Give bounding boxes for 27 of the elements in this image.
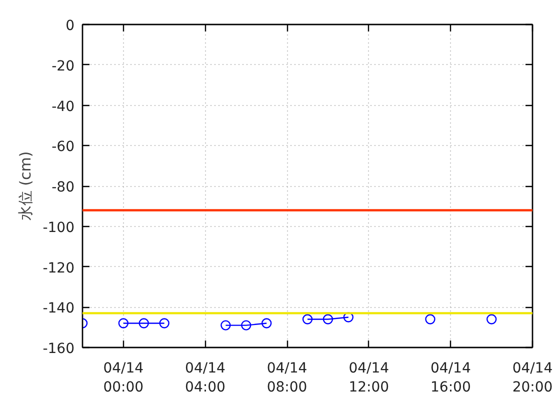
y-tick-label: -20 [52,58,75,74]
point [220,320,231,330]
y-tick-label: -80 [52,180,75,196]
y-tick-label: -40 [52,98,75,115]
x-tick-label: 04/14 08:00 [266,360,308,396]
point [159,318,170,328]
y-tick-label: 0 [66,18,75,34]
x-tick-label: 04/14 16:00 [430,360,471,396]
y-tick-label: -140 [42,300,75,317]
point [486,314,497,324]
point [322,314,334,324]
point [118,318,129,328]
point [425,314,436,324]
y-tick-label: -120 [42,260,75,276]
x-tick-label: 04/14 12:00 [348,360,390,396]
y-tick-label: -160 [42,341,75,357]
point [343,312,354,322]
point [261,318,272,328]
y-tick-label: -60 [52,139,75,156]
point [138,318,149,328]
x-tick-label: 04/14 20:00 [512,360,553,396]
y-axis-title: 水位 (cm) [16,151,35,221]
point [302,314,313,324]
y-tick-label: -100 [42,220,75,236]
point [241,320,252,330]
x-tick-label: 04/14 04:00 [185,360,226,396]
x-tick-label: 04/14 00:00 [103,360,144,396]
